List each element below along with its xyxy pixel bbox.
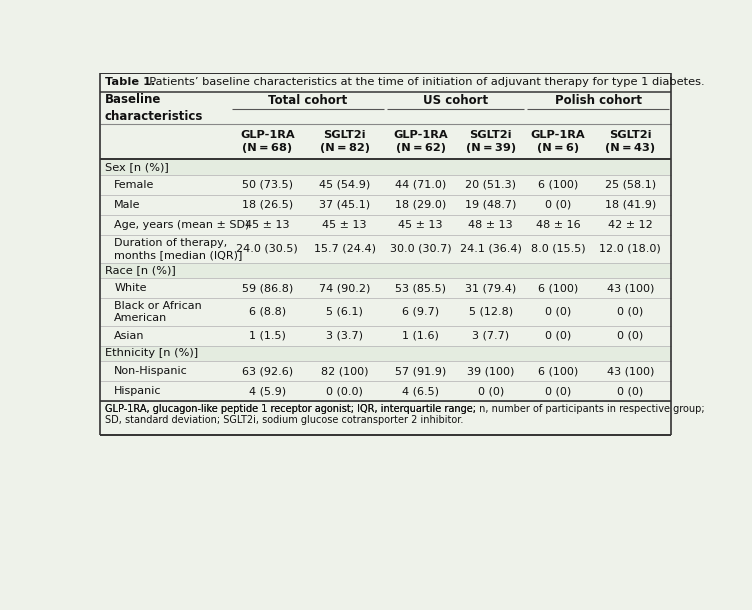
Text: GLP-1RA, glucagon-like peptide 1 receptor agonist; IQR, interquartile range;: GLP-1RA, glucagon-like peptide 1 recepto… (105, 404, 479, 414)
Text: GLP-1RA
(N = 6): GLP-1RA (N = 6) (530, 130, 585, 153)
Text: 0 (0): 0 (0) (617, 331, 644, 341)
Text: 18 (29.0): 18 (29.0) (395, 200, 446, 210)
Bar (100, 278, 671, 298)
Text: 1 (1.5): 1 (1.5) (249, 331, 286, 341)
Text: 45 ± 13: 45 ± 13 (245, 220, 290, 230)
Text: 39 (100): 39 (100) (467, 366, 514, 376)
Text: 24.1 (36.4): 24.1 (36.4) (460, 244, 522, 254)
Text: 4 (6.5): 4 (6.5) (402, 386, 439, 396)
Text: Ethnicity [n (%)]: Ethnicity [n (%)] (105, 348, 198, 359)
Text: 30.0 (30.7): 30.0 (30.7) (390, 244, 451, 254)
Text: 37 (45.1): 37 (45.1) (319, 200, 370, 210)
Text: 63 (92.6): 63 (92.6) (241, 366, 293, 376)
Text: Non-Hispanic: Non-Hispanic (114, 366, 188, 376)
Bar (100, 175, 671, 195)
Text: 0 (0): 0 (0) (617, 386, 644, 396)
Text: 18 (41.9): 18 (41.9) (605, 200, 656, 210)
Text: 6 (100): 6 (100) (538, 366, 578, 376)
Text: 0 (0): 0 (0) (478, 386, 504, 396)
Text: 0 (0): 0 (0) (544, 386, 571, 396)
Text: GLP-1RA
(N = 62): GLP-1RA (N = 62) (393, 130, 448, 153)
Text: 0 (0.0): 0 (0.0) (326, 386, 363, 396)
Text: Hispanic: Hispanic (114, 386, 162, 396)
Text: 3 (3.7): 3 (3.7) (326, 331, 363, 341)
Bar (100, 73, 671, 92)
Text: 48 ± 16: 48 ± 16 (535, 220, 580, 230)
Text: Total cohort: Total cohort (268, 94, 347, 107)
Text: Baseline
characteristics: Baseline characteristics (105, 93, 203, 123)
Text: Age, years (mean ± SD): Age, years (mean ± SD) (114, 220, 250, 230)
Text: 82 (100): 82 (100) (321, 366, 368, 376)
Text: 53 (85.5): 53 (85.5) (395, 283, 446, 293)
Text: 6 (100): 6 (100) (538, 283, 578, 293)
Text: 57 (91.9): 57 (91.9) (395, 366, 446, 376)
Text: 74 (90.2): 74 (90.2) (319, 283, 371, 293)
Text: 24.0 (30.5): 24.0 (30.5) (236, 244, 298, 254)
Text: 45 (54.9): 45 (54.9) (319, 180, 370, 190)
Text: Polish cohort: Polish cohort (555, 94, 641, 107)
Text: Sex [n (%)]: Sex [n (%)] (105, 162, 168, 172)
Text: 43 (100): 43 (100) (607, 366, 654, 376)
Text: 8.0 (15.5): 8.0 (15.5) (530, 244, 585, 254)
Text: 45 ± 13: 45 ± 13 (323, 220, 367, 230)
Text: White: White (114, 283, 147, 293)
Text: 0 (0): 0 (0) (544, 331, 571, 341)
Text: 43 (100): 43 (100) (607, 283, 654, 293)
Bar (100, 346, 671, 361)
Bar (100, 215, 671, 235)
Text: 18 (26.5): 18 (26.5) (241, 200, 293, 210)
Text: GLP-1RA
(N = 68): GLP-1RA (N = 68) (240, 130, 295, 153)
Text: 42 ± 12: 42 ± 12 (608, 220, 653, 230)
Bar (100, 92, 671, 124)
Bar (100, 263, 671, 278)
Text: Female: Female (114, 180, 154, 190)
Text: Asian: Asian (114, 331, 144, 341)
Text: 5 (12.8): 5 (12.8) (468, 307, 513, 317)
Bar (100, 401, 671, 435)
Text: 44 (71.0): 44 (71.0) (395, 180, 446, 190)
Text: 19 (48.7): 19 (48.7) (465, 200, 517, 210)
Text: 59 (86.8): 59 (86.8) (241, 283, 293, 293)
Text: Duration of therapy,
months [median (IQR)]: Duration of therapy, months [median (IQR… (114, 237, 243, 260)
Text: 12.0 (18.0): 12.0 (18.0) (599, 244, 661, 254)
Bar (100, 298, 671, 326)
Bar (100, 381, 671, 401)
Text: 0 (0): 0 (0) (544, 200, 571, 210)
Text: 6 (100): 6 (100) (538, 180, 578, 190)
Text: 50 (73.5): 50 (73.5) (241, 180, 293, 190)
Text: Male: Male (114, 200, 141, 210)
Bar (100, 159, 671, 175)
Text: 5 (6.1): 5 (6.1) (326, 307, 363, 317)
Text: 15.7 (24.4): 15.7 (24.4) (314, 244, 376, 254)
Text: 25 (58.1): 25 (58.1) (605, 180, 656, 190)
Text: SGLT2i
(N = 43): SGLT2i (N = 43) (605, 130, 655, 153)
Text: 6 (9.7): 6 (9.7) (402, 307, 439, 317)
Text: SD, standard deviation; SGLT2i, sodium glucose cotransporter 2 inhibitor.: SD, standard deviation; SGLT2i, sodium g… (105, 415, 463, 425)
Bar (100, 235, 671, 263)
Text: US cohort: US cohort (423, 94, 488, 107)
Text: Patients’ baseline characteristics at the time of initiation of adjuvant therapy: Patients’ baseline characteristics at th… (142, 77, 705, 87)
Text: 45 ± 13: 45 ± 13 (399, 220, 443, 230)
Bar (100, 195, 671, 215)
Text: 48 ± 13: 48 ± 13 (468, 220, 513, 230)
Bar (100, 124, 671, 159)
Text: Black or African
American: Black or African American (114, 301, 202, 323)
Text: Table 1.: Table 1. (105, 77, 155, 87)
Bar (100, 361, 671, 381)
Text: 0 (0): 0 (0) (617, 307, 644, 317)
Text: 1 (1.6): 1 (1.6) (402, 331, 439, 341)
Text: 6 (8.8): 6 (8.8) (249, 307, 286, 317)
Text: GLP-1RA, glucagon-like peptide 1 receptor agonist; IQR, interquartile range; n, : GLP-1RA, glucagon-like peptide 1 recepto… (105, 404, 705, 414)
Text: 4 (5.9): 4 (5.9) (249, 386, 286, 396)
Text: 0 (0): 0 (0) (544, 307, 571, 317)
Text: SGLT2i
(N = 39): SGLT2i (N = 39) (465, 130, 516, 153)
Text: SGLT2i
(N = 82): SGLT2i (N = 82) (320, 130, 370, 153)
Bar (100, 326, 671, 346)
Text: 3 (7.7): 3 (7.7) (472, 331, 509, 341)
Text: 31 (79.4): 31 (79.4) (465, 283, 517, 293)
Text: 20 (51.3): 20 (51.3) (465, 180, 517, 190)
Text: Race [n (%)]: Race [n (%)] (105, 265, 176, 275)
